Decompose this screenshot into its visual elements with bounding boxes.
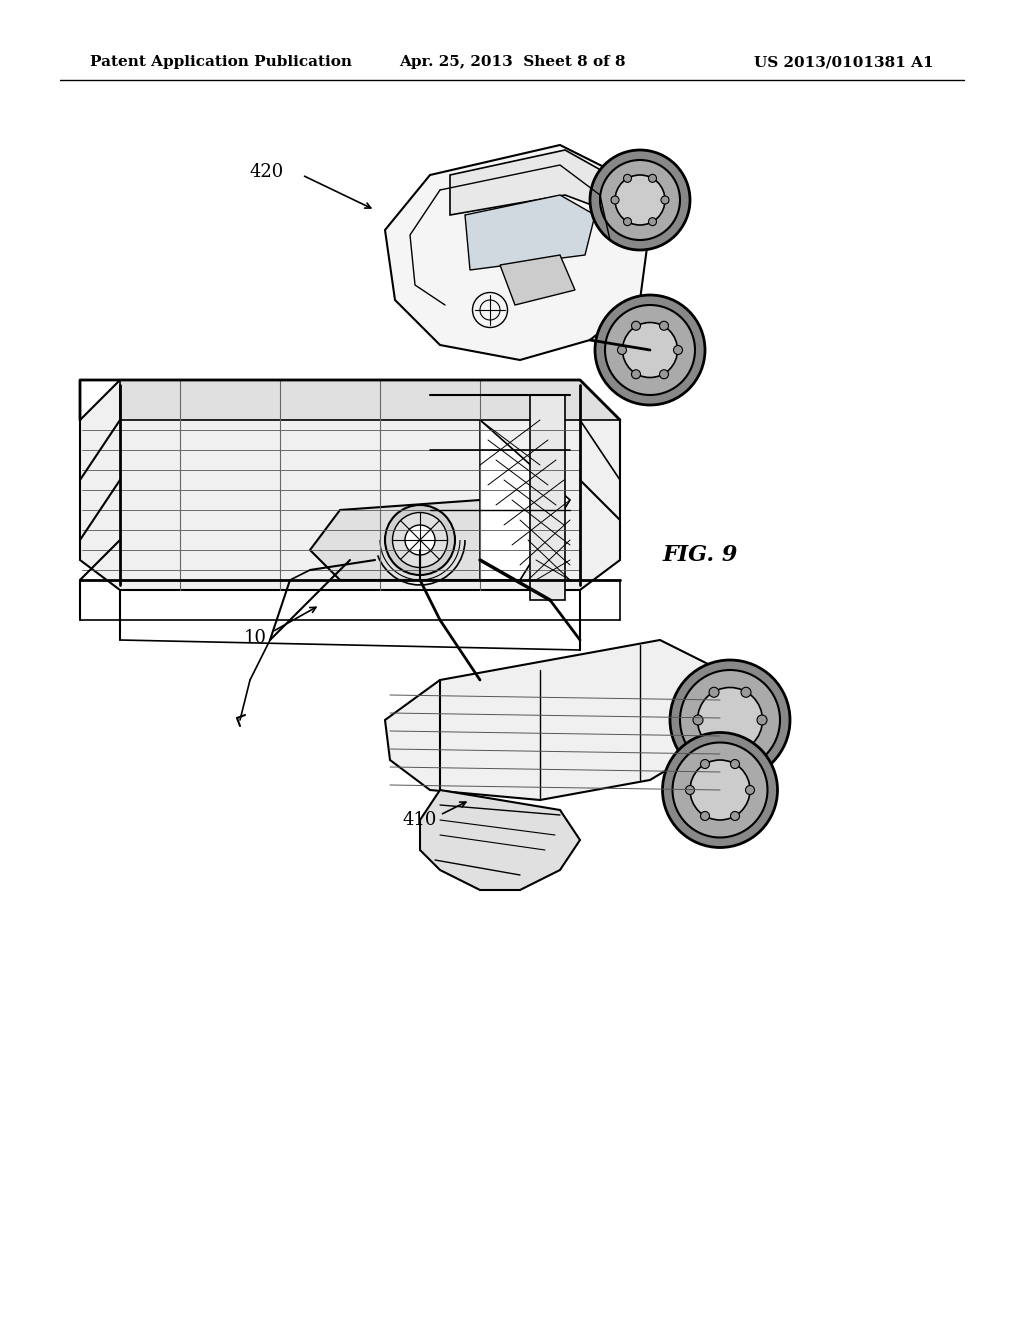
Text: 410: 410: [402, 810, 437, 829]
Text: Patent Application Publication: Patent Application Publication: [90, 55, 352, 69]
Ellipse shape: [700, 759, 710, 768]
Ellipse shape: [690, 760, 750, 820]
Ellipse shape: [590, 150, 690, 249]
Ellipse shape: [659, 370, 669, 379]
Ellipse shape: [680, 671, 780, 770]
Ellipse shape: [623, 322, 678, 378]
Ellipse shape: [600, 160, 680, 240]
Ellipse shape: [670, 660, 790, 780]
Ellipse shape: [741, 743, 751, 752]
Polygon shape: [120, 380, 620, 420]
Ellipse shape: [611, 195, 618, 205]
Ellipse shape: [615, 176, 665, 224]
Ellipse shape: [648, 174, 656, 182]
Text: 10: 10: [244, 630, 266, 647]
Ellipse shape: [693, 715, 703, 725]
Ellipse shape: [632, 321, 640, 330]
Polygon shape: [420, 789, 580, 890]
Ellipse shape: [605, 305, 695, 395]
Ellipse shape: [659, 321, 669, 330]
Ellipse shape: [406, 525, 435, 554]
Polygon shape: [450, 150, 615, 215]
Polygon shape: [80, 380, 620, 590]
Ellipse shape: [617, 346, 627, 355]
Ellipse shape: [385, 506, 455, 576]
Ellipse shape: [674, 346, 683, 355]
Ellipse shape: [624, 174, 632, 182]
Ellipse shape: [709, 688, 719, 697]
Text: 420: 420: [250, 162, 284, 181]
Polygon shape: [530, 395, 565, 601]
Ellipse shape: [392, 512, 447, 568]
Ellipse shape: [730, 759, 739, 768]
Text: Apr. 25, 2013  Sheet 8 of 8: Apr. 25, 2013 Sheet 8 of 8: [398, 55, 626, 69]
Ellipse shape: [685, 785, 694, 795]
Ellipse shape: [624, 218, 632, 226]
Ellipse shape: [595, 294, 705, 405]
Ellipse shape: [648, 218, 656, 226]
Ellipse shape: [632, 370, 640, 379]
Text: US 2013/0101381 A1: US 2013/0101381 A1: [755, 55, 934, 69]
Ellipse shape: [663, 733, 777, 847]
Polygon shape: [480, 420, 570, 579]
Ellipse shape: [662, 195, 669, 205]
Ellipse shape: [709, 743, 719, 752]
Ellipse shape: [730, 812, 739, 821]
Ellipse shape: [673, 742, 768, 837]
Polygon shape: [385, 640, 730, 800]
Ellipse shape: [741, 688, 751, 697]
Ellipse shape: [700, 812, 710, 821]
Polygon shape: [465, 195, 595, 271]
Polygon shape: [310, 500, 520, 579]
Polygon shape: [500, 255, 575, 305]
Polygon shape: [385, 145, 650, 360]
Ellipse shape: [757, 715, 767, 725]
Ellipse shape: [745, 785, 755, 795]
Text: FIG. 9: FIG. 9: [663, 544, 737, 566]
Ellipse shape: [697, 688, 763, 752]
